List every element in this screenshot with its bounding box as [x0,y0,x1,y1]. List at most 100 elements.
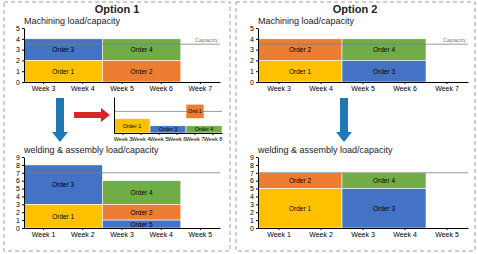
y-tick-label: 2 [250,209,254,216]
x-tick-label: Week 3 [110,231,134,238]
x-tick-label: Week 3 [267,85,291,92]
x-tick-mark [141,133,142,135]
y-tick-mark [256,82,258,83]
capacity-line [24,172,220,173]
y-tick-mark [256,173,258,174]
x-tick-label: Week 5 [110,85,134,92]
bar-label: Ord 1 [188,108,202,114]
y-tick-mark [22,220,24,221]
y-tick-label: 8 [16,162,20,169]
bar [102,60,180,82]
x-axis-line [25,82,221,83]
y-tick-mark [256,39,258,40]
y-tick: 2 [16,57,24,64]
x-tick: Week 4 [132,133,151,142]
x-tick-mark [321,82,322,84]
arrow [52,98,68,142]
y-axis [114,98,115,134]
x-tick-mark [200,228,201,230]
x-tick-label: Week 7 [186,136,205,142]
x-tick: Week 2 [309,228,333,238]
x-tick: Week 5 [435,228,459,238]
x-tick: Week 7 [435,82,459,92]
x-tick: Week 7 [186,133,205,142]
y-tick-mark [22,71,24,72]
y-tick: 2 [16,209,24,216]
y-tick-mark [22,60,24,61]
bar-label: Order 4 [373,177,395,184]
bar-label: Order 4 [131,46,153,53]
plot-area [258,173,468,228]
y-axis: 012345 [16,25,24,86]
chart: Order 3Order 4Order 1Order 2CapacityWeek… [16,16,220,92]
capacity-line [24,44,220,45]
bar [24,165,102,204]
y-tick-label: 5 [250,25,254,32]
panel-border [236,2,475,251]
y-tick: 1 [250,217,258,224]
y-tick: 1 [16,217,24,224]
labels: Order 2Order 4Order 1Order 3Capacity [289,37,466,74]
x-tick-label: Week 5 [435,231,459,238]
y-tick-label: 5 [16,185,20,192]
y-axis-line [258,158,259,229]
x-tick: Week 5 [351,82,375,92]
x-tick-label: Week 4 [149,231,173,238]
y-tick-label: 2 [16,209,20,216]
bar-label: Order 2 [131,68,153,75]
x-tick-mark [447,82,448,84]
arrow [74,108,110,122]
bar-label: Order 3 [159,126,178,132]
x-tick-mark [200,82,201,84]
x-axis-line [25,228,221,229]
capacity-line [258,44,468,45]
y-tick-mark [256,220,258,221]
bar [342,173,426,189]
x-tick: Week 1 [267,228,291,238]
chart-title: Machining load/capacity [258,16,355,26]
y-tick: 8 [16,162,24,169]
x-axis: Week 3Week 4Week 5Week 6Week 7 [259,82,469,92]
x-tick-mark [82,82,83,84]
x-tick-label: Week 2 [309,231,333,238]
figure: Option 1Option 2Order 3Order 4Order 1Ord… [0,0,478,254]
bar [342,60,426,82]
bar-label: Order 1 [123,123,142,129]
x-tick: Week 7 [189,82,213,92]
y-tick-label: 0 [250,225,254,232]
bar [258,39,342,61]
y-axis: 0123456789 [16,154,24,232]
chart: Order 3Order 1Order 4Order 2Order 5Week … [16,145,220,238]
plot-area [24,165,220,228]
x-tick-mark [279,82,280,84]
y-tick: 5 [16,185,24,192]
y-tick: 4 [250,193,258,200]
bar-label: Order 3 [52,46,74,53]
x-tick: Week 6 [393,82,417,92]
y-tick: 1 [250,68,258,75]
x-tick-mark [123,133,124,135]
y-tick: 4 [250,36,258,43]
x-tick-mark [43,82,44,84]
panel-border [4,2,230,251]
y-tick-mark [256,212,258,213]
y-tick-mark [256,60,258,61]
y-tick-label: 4 [16,193,20,200]
y-tick-label: 8 [250,162,254,169]
bar [24,204,102,228]
x-tick: Week 6 [149,82,173,92]
x-tick-label: Week 3 [32,85,56,92]
y-tick: 5 [16,25,24,32]
x-tick-label: Week 4 [71,85,95,92]
bar-label: Order 1 [52,68,74,75]
y-tick-label: 5 [16,25,20,32]
y-tick-label: 7 [250,170,254,177]
x-tick: Week 1 [32,228,56,238]
bar-label: Order 3 [373,205,395,212]
bar-label: Order 2 [131,209,153,216]
y-tick-mark [256,196,258,197]
x-tick-label: Week 2 [71,231,95,238]
x-tick-mark [405,228,406,230]
capacity-line [258,172,468,173]
y-tick-label: 2 [250,57,254,64]
